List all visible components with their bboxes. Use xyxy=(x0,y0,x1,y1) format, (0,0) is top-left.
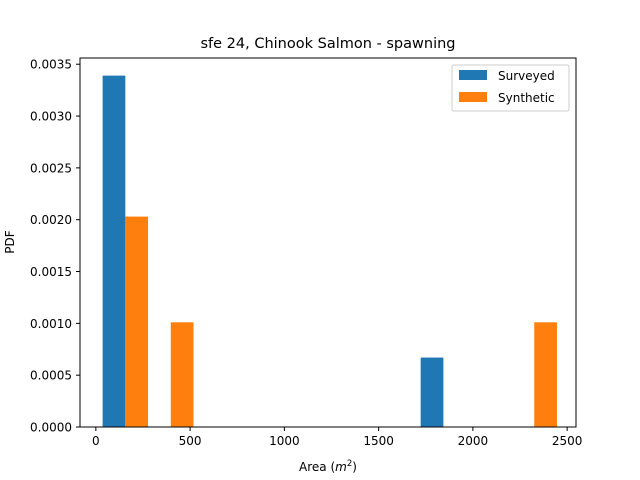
y-tick-label: 0.0005 xyxy=(30,369,72,383)
bars-group xyxy=(102,75,557,427)
x-tick-label: 1000 xyxy=(269,434,300,448)
x-tick-label: 1500 xyxy=(363,434,394,448)
y-axis: 0.0000 0.0005 0.0010 0.0015 0.0020 0.0025 0.00… xyxy=(30,58,80,435)
x-axis-label-text: Area ( xyxy=(299,460,335,474)
bar-synthetic-bin-9 xyxy=(534,322,557,427)
bar-surveyed-bin-0 xyxy=(102,75,126,427)
bar-synthetic-bin-0 xyxy=(125,216,149,427)
legend-label-synthetic: Synthetic xyxy=(498,91,555,105)
bar-synthetic-bin-1 xyxy=(170,322,194,427)
plot-frame xyxy=(79,57,577,428)
x-axis: 0 500 1000 1500 2000 2500 xyxy=(92,427,582,448)
y-tick-label: 0.0000 xyxy=(30,421,72,435)
x-tick-label: 2000 xyxy=(458,434,489,448)
y-tick-label: 0.0030 xyxy=(30,110,72,124)
bar-surveyed-bin-7 xyxy=(420,357,444,427)
x-tick-label: 2500 xyxy=(552,434,583,448)
legend-label-surveyed: Surveyed xyxy=(498,69,555,83)
legend-swatch-surveyed xyxy=(459,70,487,80)
y-axis-label: PDF xyxy=(3,230,17,253)
x-axis-label: Area (m2) xyxy=(299,459,357,474)
y-tick-label: 0.0015 xyxy=(30,265,72,279)
x-axis-label-math: m xyxy=(335,460,347,474)
x-axis-label-exponent: 2 xyxy=(347,459,352,469)
x-axis-label-close: ) xyxy=(352,460,357,474)
legend: Surveyed Synthetic xyxy=(451,64,570,112)
y-tick-label: 0.0035 xyxy=(30,58,72,72)
y-tick-label: 0.0020 xyxy=(30,213,72,227)
x-tick-label: 500 xyxy=(179,434,202,448)
x-tick-label: 0 xyxy=(92,434,100,448)
y-tick-label: 0.0025 xyxy=(30,161,72,175)
legend-swatch-synthetic xyxy=(459,92,487,102)
chart-title: sfe 24, Chinook Salmon - spawning xyxy=(200,36,455,52)
y-tick-label: 0.0010 xyxy=(30,317,72,331)
